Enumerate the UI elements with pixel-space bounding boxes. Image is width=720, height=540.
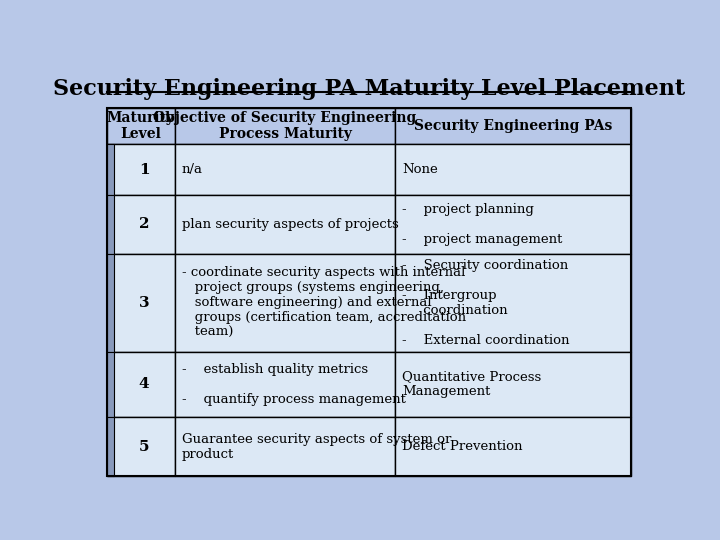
Text: Quantitative Process
Management: Quantitative Process Management	[402, 370, 541, 398]
Text: n/a: n/a	[181, 163, 202, 176]
Bar	[107, 195, 114, 254]
Bar	[395, 352, 631, 416]
Bar	[107, 109, 175, 144]
Bar	[175, 352, 395, 416]
Text: -    establish quality metrics

-    quantify process management: - establish quality metrics - quantify p…	[181, 363, 405, 406]
Bar	[107, 352, 175, 416]
Bar	[107, 195, 175, 254]
Bar	[395, 109, 631, 144]
Bar	[395, 144, 631, 195]
Bar	[107, 352, 114, 416]
Text: -    project planning

-    project management: - project planning - project management	[402, 203, 562, 246]
Text: Maturity
Level: Maturity Level	[107, 111, 175, 141]
Bar	[107, 254, 114, 352]
Text: 3: 3	[139, 295, 150, 309]
Bar	[175, 109, 395, 144]
Bar	[175, 195, 395, 254]
Bar	[395, 254, 631, 352]
Text: Security Engineering PAs: Security Engineering PAs	[414, 119, 613, 133]
Text: 1: 1	[139, 163, 150, 177]
Bar	[175, 144, 395, 195]
Text: Objective of Security Engineering
Process Maturity: Objective of Security Engineering Proces…	[153, 111, 417, 141]
Text: 4: 4	[139, 377, 150, 391]
Bar	[107, 416, 114, 476]
Bar	[107, 144, 114, 195]
Text: Guarantee security aspects of system or
product: Guarantee security aspects of system or …	[181, 433, 451, 461]
Text: 5: 5	[139, 440, 150, 454]
Text: None: None	[402, 163, 438, 176]
Bar	[175, 254, 395, 352]
Bar	[395, 416, 631, 476]
Text: Defect Prevention: Defect Prevention	[402, 440, 523, 453]
Bar	[107, 254, 175, 352]
Bar	[107, 416, 175, 476]
Bar	[107, 144, 175, 195]
Text: plan security aspects of projects: plan security aspects of projects	[181, 218, 398, 231]
Text: - coordinate security aspects with internal
   project groups (systems engineeri: - coordinate security aspects with inter…	[181, 266, 466, 339]
Text: -    Security coordination

-    Intergroup
     coordination

-    External coo: - Security coordination - Intergroup coo…	[402, 259, 570, 347]
Bar	[395, 195, 631, 254]
Text: 2: 2	[139, 218, 150, 232]
Bar	[175, 416, 395, 476]
Bar	[107, 109, 631, 476]
Text: Security Engineering PA Maturity Level Placement: Security Engineering PA Maturity Level P…	[53, 78, 685, 100]
